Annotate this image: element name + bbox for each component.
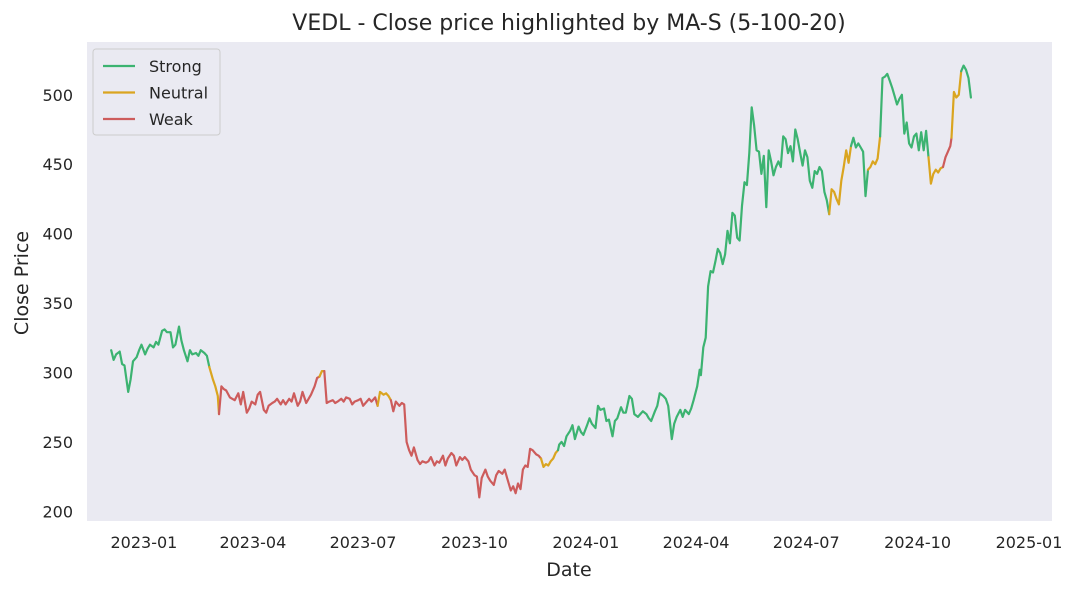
plot-area	[87, 42, 1052, 521]
series-lines	[110, 64, 972, 499]
x-axis: 2023-01 2023-04 2023-07 2023-10 2024-01 2024-…	[110, 533, 1062, 552]
y-tick-label: 250	[42, 433, 73, 452]
chart-title: VEDL - Close price highlighted by MA-S (…	[292, 11, 845, 36]
series-line-neutral	[539, 449, 560, 468]
series-line-weak	[323, 370, 379, 407]
series-line-neutral	[376, 390, 392, 407]
y-tick-label: 500	[42, 86, 73, 105]
y-axis: 200 250 300 350 400 450 500	[42, 86, 73, 522]
x-tick-label: 2024-07	[773, 533, 840, 552]
y-tick-label: 300	[42, 363, 73, 382]
series-line-strong	[879, 72, 930, 159]
y-tick-label: 450	[42, 155, 73, 174]
series-line-strong	[849, 136, 870, 198]
legend-label-neutral: Neutral	[149, 84, 208, 103]
series-line-strong	[110, 325, 211, 393]
series-line-neutral	[950, 70, 963, 139]
x-tick-label: 2023-10	[441, 533, 508, 552]
series-line-neutral	[927, 156, 945, 185]
x-tick-label: 2023-04	[219, 533, 286, 552]
legend-label-strong: Strong	[149, 57, 202, 76]
series-line-weak	[389, 399, 543, 499]
series-line-strong	[556, 106, 831, 452]
y-tick-label: 350	[42, 294, 73, 313]
series-line-weak	[941, 136, 953, 169]
series-line-neutral	[208, 365, 221, 416]
y-tick-label: 400	[42, 225, 73, 244]
x-tick-label: 2023-07	[330, 533, 397, 552]
series-line-weak	[217, 375, 321, 416]
y-tick-label: 200	[42, 502, 73, 521]
x-axis-label: Date	[546, 559, 591, 581]
series-line-neutral	[866, 135, 882, 171]
legend-box	[92, 48, 221, 136]
series-line-neutral	[828, 145, 853, 216]
legend-label-weak: Weak	[149, 110, 194, 129]
x-tick-label: 2024-01	[552, 533, 619, 552]
x-tick-label: 2024-10	[884, 533, 951, 552]
x-tick-label: 2023-01	[110, 533, 177, 552]
series-line-strong	[960, 64, 972, 99]
y-axis-label: Close Price	[11, 231, 33, 335]
x-tick-label: 2025-01	[996, 533, 1063, 552]
legend: Strong Neutral Weak	[92, 48, 221, 136]
x-tick-label: 2024-04	[663, 533, 730, 552]
